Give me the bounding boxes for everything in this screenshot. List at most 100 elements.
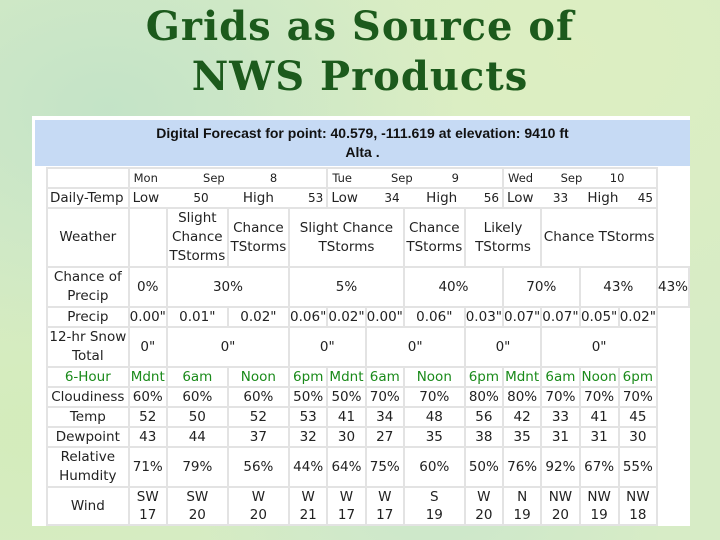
wind-cell: W 20 [463, 486, 505, 526]
low-value: 33 [552, 191, 569, 205]
daily-temp-day2: Low 34 High 56 [326, 187, 504, 209]
pop-cell: 0% [127, 266, 168, 308]
dewpoint-cell: 43 [127, 426, 168, 448]
dewpoint-label: Dewpoint [46, 426, 130, 448]
temp-cell: 41 [326, 406, 367, 428]
cloud-cell: 50% [326, 386, 367, 408]
wind-label: Wind [46, 486, 130, 526]
snow-label: 12-hr Snow Total [46, 326, 130, 368]
precip-cell: 0.06" [288, 306, 329, 328]
dewpoint-cell: 31 [578, 426, 620, 448]
day1-month: Sep [203, 171, 225, 185]
daily-temp-day3: Low 33 High 45 [502, 187, 658, 209]
hour-cell: 6pm [288, 366, 329, 388]
precip-cell: 0.00" [127, 306, 168, 328]
slide-title-line1: Grids as Source of [145, 3, 575, 50]
temp-cell: 53 [288, 406, 329, 428]
temp-cell: 48 [402, 406, 466, 428]
high-label: High [426, 190, 458, 206]
humidity-cell: 79% [165, 446, 229, 488]
cloud-cell: 80% [463, 386, 505, 408]
dewpoint-cell: 37 [226, 426, 291, 448]
hour-cell: Noon [578, 366, 620, 388]
precip-cell: 0.06" [402, 306, 466, 328]
dewpoint-cell: 38 [463, 426, 505, 448]
wind-row: Wind SW 17 SW 20 W 20 W 21 W 17 W 17 S 19 W 20 N… [46, 486, 689, 526]
precip-label: Precip [46, 306, 130, 328]
day3-month: Sep [560, 171, 583, 185]
hours-row: 6-Hour Mdnt 6am Noon 6pm Mdnt 6am Noon 6… [46, 366, 689, 388]
temp-label: Temp [46, 406, 130, 428]
cloud-cell: 80% [501, 386, 543, 408]
temp-cell: 33 [540, 406, 581, 428]
temp-cell: 52 [226, 406, 291, 428]
hour-cell: 6pm [463, 366, 505, 388]
temp-cell: 56 [463, 406, 505, 428]
humidity-cell: 55% [617, 446, 658, 488]
dewpoint-cell: 32 [288, 426, 329, 448]
weather-cell: Chance TStorms [540, 207, 658, 268]
high-value: 53 [308, 191, 324, 205]
temp-cell: 42 [501, 406, 543, 428]
precip-cell: 0.07" [540, 306, 581, 328]
dewpoint-cell: 30 [617, 426, 658, 448]
cloudiness-row: Cloudiness 60% 60% 60% 50% 50% 70% 70% 8… [46, 386, 689, 408]
snow-cell: 0" [165, 326, 291, 368]
temp-cell: 34 [364, 406, 405, 428]
cloud-cell: 70% [402, 386, 466, 408]
weather-label: Weather [46, 207, 130, 268]
precip-cell: 0.07" [501, 306, 543, 328]
temp-cell: 41 [578, 406, 620, 428]
cloud-cell: 70% [617, 386, 658, 408]
daily-temp-label: Daily-Temp [46, 187, 130, 209]
slide-title-line2: NWS Products [191, 53, 529, 100]
pop-cell: 5% [288, 266, 405, 308]
dewpoint-cell: 35 [501, 426, 543, 448]
high-value: 45 [637, 191, 653, 205]
date-row-label [46, 167, 130, 189]
wind-cell: NW 18 [617, 486, 658, 526]
slide-title: Grids as Source of NWS Products [0, 2, 720, 102]
dewpoint-cell: 44 [165, 426, 229, 448]
day2-date: 9 [451, 171, 459, 185]
forecast-banner-location: Alta . [345, 144, 380, 160]
hour-cell: 6am [364, 366, 405, 388]
low-label: Low [507, 190, 534, 206]
wind-cell: NW 20 [540, 486, 581, 526]
forecast-grid: Mon Sep 8 Tue Sep 9 Wed Sep 10 [46, 167, 690, 526]
snow-row: 12-hr Snow Total 0" 0" 0" 0" 0" 0" [46, 326, 689, 368]
weather-cell: Chance TStorms [226, 207, 291, 268]
date-cell-day1: Mon Sep 8 [127, 167, 329, 189]
cloud-cell: 60% [165, 386, 229, 408]
humidity-cell: 60% [402, 446, 466, 488]
pop-cell: 70% [502, 266, 581, 308]
humidity-row: Relative Humdity 71% 79% 56% 44% 64% 75%… [46, 446, 689, 488]
precip-cell: 0.02" [617, 306, 658, 328]
day1-date: 8 [269, 171, 278, 185]
date-row: Mon Sep 8 Tue Sep 9 Wed Sep 10 [46, 167, 689, 189]
low-label: Low [132, 190, 160, 206]
hour-cell: 6am [165, 366, 229, 388]
humidity-cell: 50% [463, 446, 505, 488]
forecast-banner-title: Digital Forecast for point: 40.579, -111… [156, 125, 569, 141]
forecast-panel: Digital Forecast for point: 40.579, -111… [32, 116, 690, 526]
pop-cell: 43% [578, 266, 658, 308]
humidity-cell: 76% [501, 446, 543, 488]
precip-cell: 0.05" [578, 306, 620, 328]
hour-cell: Mdnt [501, 366, 543, 388]
dewpoint-cell: 35 [402, 426, 466, 448]
hour-cell: 6am [540, 366, 581, 388]
wind-cell: W 17 [364, 486, 405, 526]
cloud-cell: 60% [127, 386, 168, 408]
pop-label: Chance of Precip [46, 266, 130, 308]
cloud-cell: 60% [226, 386, 291, 408]
low-value: 34 [384, 191, 400, 205]
precip-cell: 0.02" [326, 306, 367, 328]
wind-cell: S 19 [402, 486, 466, 526]
humidity-cell: 75% [364, 446, 405, 488]
cloud-cell: 50% [288, 386, 329, 408]
cloud-cell: 70% [578, 386, 620, 408]
low-label: Low [331, 190, 358, 206]
precip-cell: 0.02" [226, 306, 291, 328]
day3-date: 10 [609, 171, 625, 185]
